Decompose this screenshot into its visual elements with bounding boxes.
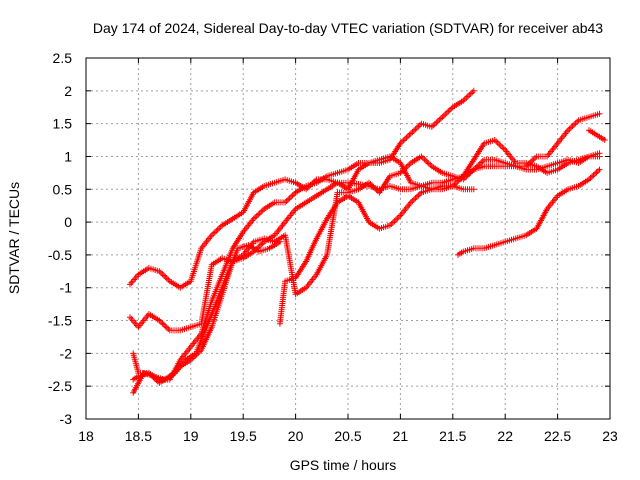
- plot-series: [127, 87, 608, 396]
- y-axis-label: SDTVAR / TECUs: [6, 182, 22, 294]
- series-track-1: [127, 87, 477, 291]
- y-tick-label: 0: [64, 214, 72, 230]
- series-track-6: [276, 183, 477, 327]
- y-tick-label: 1.5: [53, 116, 73, 132]
- x-tick-label: 22.5: [544, 428, 571, 444]
- x-tick-label: 19.5: [230, 428, 257, 444]
- y-tick-label: 1: [64, 148, 72, 164]
- y-tick-label: -2.5: [48, 378, 72, 394]
- y-tick-label: 2.5: [53, 50, 73, 66]
- x-tick-label: 19: [183, 428, 199, 444]
- x-tick-label: 20: [288, 428, 304, 444]
- x-tick-label: 22: [497, 428, 513, 444]
- series-track-8: [586, 127, 608, 143]
- x-tick-label: 23: [602, 428, 618, 444]
- chart-title: Day 174 of 2024, Sidereal Day-to-day VTE…: [93, 20, 603, 36]
- series-track-7: [455, 166, 603, 258]
- x-tick-label: 21.5: [439, 428, 466, 444]
- axis-ticks: 18 18.5 19 19.5 20 20.5 21 21.5 22 22.5 23-3-2.5-2…: [48, 50, 618, 444]
- y-tick-label: 0.5: [53, 181, 73, 197]
- series-track-5: [130, 238, 283, 396]
- y-tick-label: -0.5: [48, 247, 72, 263]
- grid-lines: [86, 58, 610, 419]
- x-tick-label: 20.5: [334, 428, 361, 444]
- y-tick-label: -1.5: [48, 313, 72, 329]
- series-markers: [127, 87, 477, 291]
- x-tick-label: 21: [393, 428, 409, 444]
- y-tick-label: -3: [60, 411, 73, 427]
- series-markers: [455, 166, 603, 258]
- y-tick-label: -2: [60, 345, 73, 361]
- y-tick-label: 2: [64, 83, 72, 99]
- series-markers: [130, 238, 283, 396]
- series-markers: [586, 127, 608, 143]
- x-tick-label: 18: [78, 428, 94, 444]
- x-axis-label: GPS time / hours: [290, 457, 397, 473]
- series-markers: [276, 183, 477, 327]
- x-tick-label: 18.5: [125, 428, 152, 444]
- y-tick-label: -1: [60, 280, 73, 296]
